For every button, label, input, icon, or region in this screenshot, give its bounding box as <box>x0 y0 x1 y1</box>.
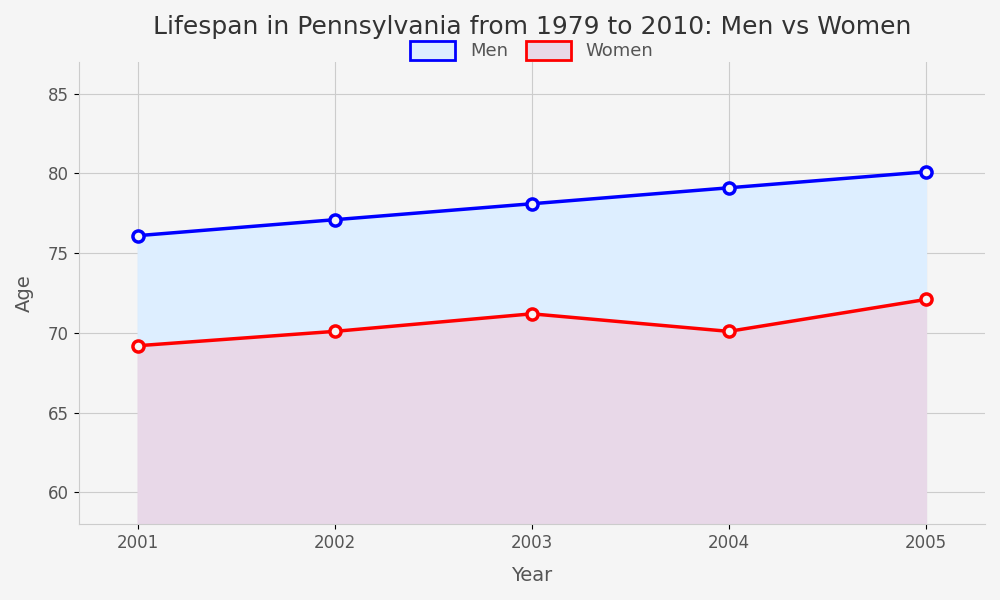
Y-axis label: Age: Age <box>15 274 34 312</box>
Legend: Men, Women: Men, Women <box>403 34 661 68</box>
X-axis label: Year: Year <box>511 566 552 585</box>
Title: Lifespan in Pennsylvania from 1979 to 2010: Men vs Women: Lifespan in Pennsylvania from 1979 to 20… <box>153 15 911 39</box>
